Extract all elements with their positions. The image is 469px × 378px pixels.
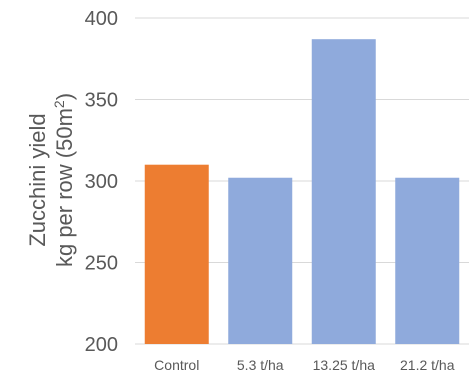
bars [144,39,460,344]
y-tick-label: 350 [85,90,118,112]
bar-5-3-t-ha [228,177,293,344]
x-category-label: Control [154,357,199,373]
y-axis-title-line2-suffix: ) [52,93,77,100]
y-tick-label: 400 [85,8,118,30]
y-tick-label: 200 [85,334,118,356]
y-axis-ticks: 200 250 300 350 400 [85,8,118,356]
bar-13-25-t-ha [311,39,376,344]
bar-21-2-t-ha [395,177,460,344]
y-axis-title-line2-prefix: kg per row (50m [52,108,77,267]
y-axis-title: Zucchini yield kg per row (50m2) [25,93,77,267]
y-tick-label: 250 [85,253,118,275]
x-axis-labels: Control 5.3 t/ha 13.25 t/ha 21.2 t/ha [154,357,455,373]
x-category-label: 13.25 t/ha [313,357,375,373]
y-axis-title-superscript: 2 [51,100,67,108]
x-category-label: 5.3 t/ha [237,357,284,373]
bar-control [144,164,209,344]
y-axis-title-line2: kg per row (50m2) [51,93,77,267]
y-axis-title-line1: Zucchini yield [25,113,50,246]
x-category-label: 21.2 t/ha [400,357,455,373]
y-tick-label: 300 [85,171,118,193]
